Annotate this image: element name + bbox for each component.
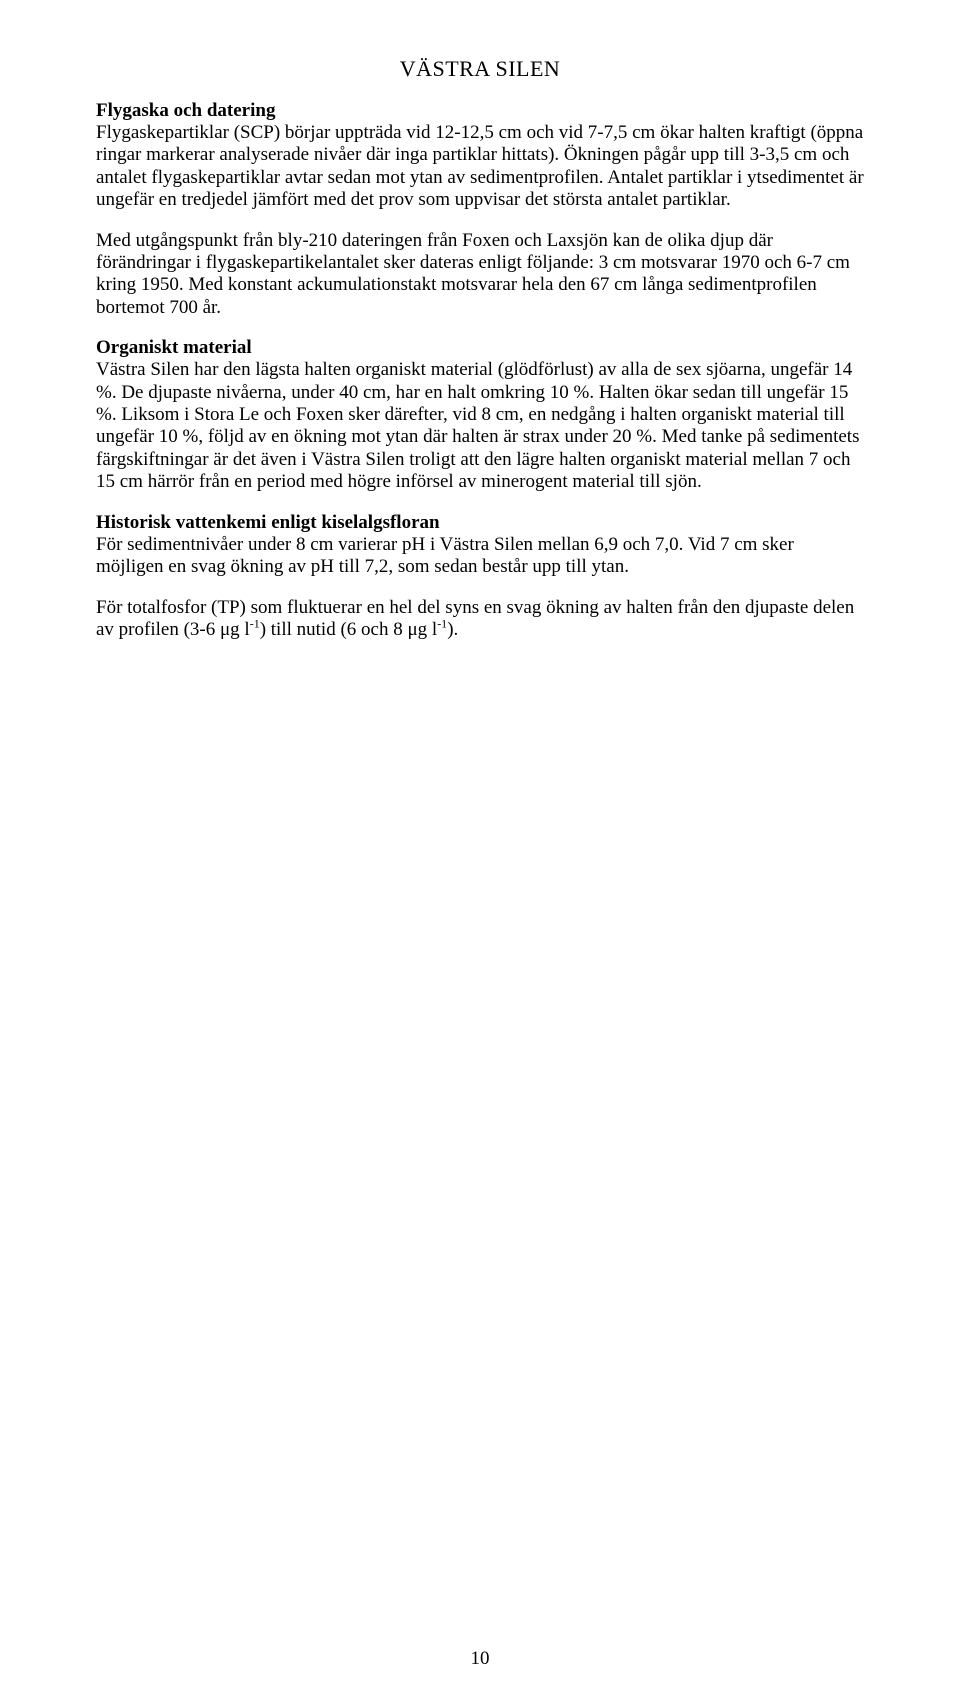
- tp-exp-2: -1: [437, 617, 447, 631]
- para-historisk-1: För sedimentnivåer under 8 cm varierar p…: [96, 534, 864, 579]
- page-number: 10: [0, 1648, 960, 1670]
- tp-exp-1: -1: [250, 617, 260, 631]
- heading-organiskt: Organiskt material: [96, 337, 864, 359]
- para-organiskt-1: Västra Silen har den lägsta halten organ…: [96, 359, 864, 493]
- tp-text-b: ) till nutid (6 och 8 μg l: [260, 619, 437, 640]
- tp-text-c: ).: [447, 619, 458, 640]
- heading-flygaska: Flygaska och datering: [96, 100, 864, 122]
- para-flygaska-2: Med utgångspunkt från bly-210 dateringen…: [96, 230, 864, 320]
- para-historisk-2: För totalfosfor (TP) som fluktuerar en h…: [96, 597, 864, 642]
- page-title: VÄSTRA SILEN: [96, 56, 864, 82]
- para-flygaska-1: Flygaskepartiklar (SCP) börjar uppträda …: [96, 122, 864, 212]
- heading-historisk: Historisk vattenkemi enligt kiselalgsflo…: [96, 512, 864, 534]
- tp-text-a: För totalfosfor (TP) som fluktuerar en h…: [96, 597, 854, 640]
- document-page: VÄSTRA SILEN Flygaska och datering Flyga…: [0, 0, 960, 1708]
